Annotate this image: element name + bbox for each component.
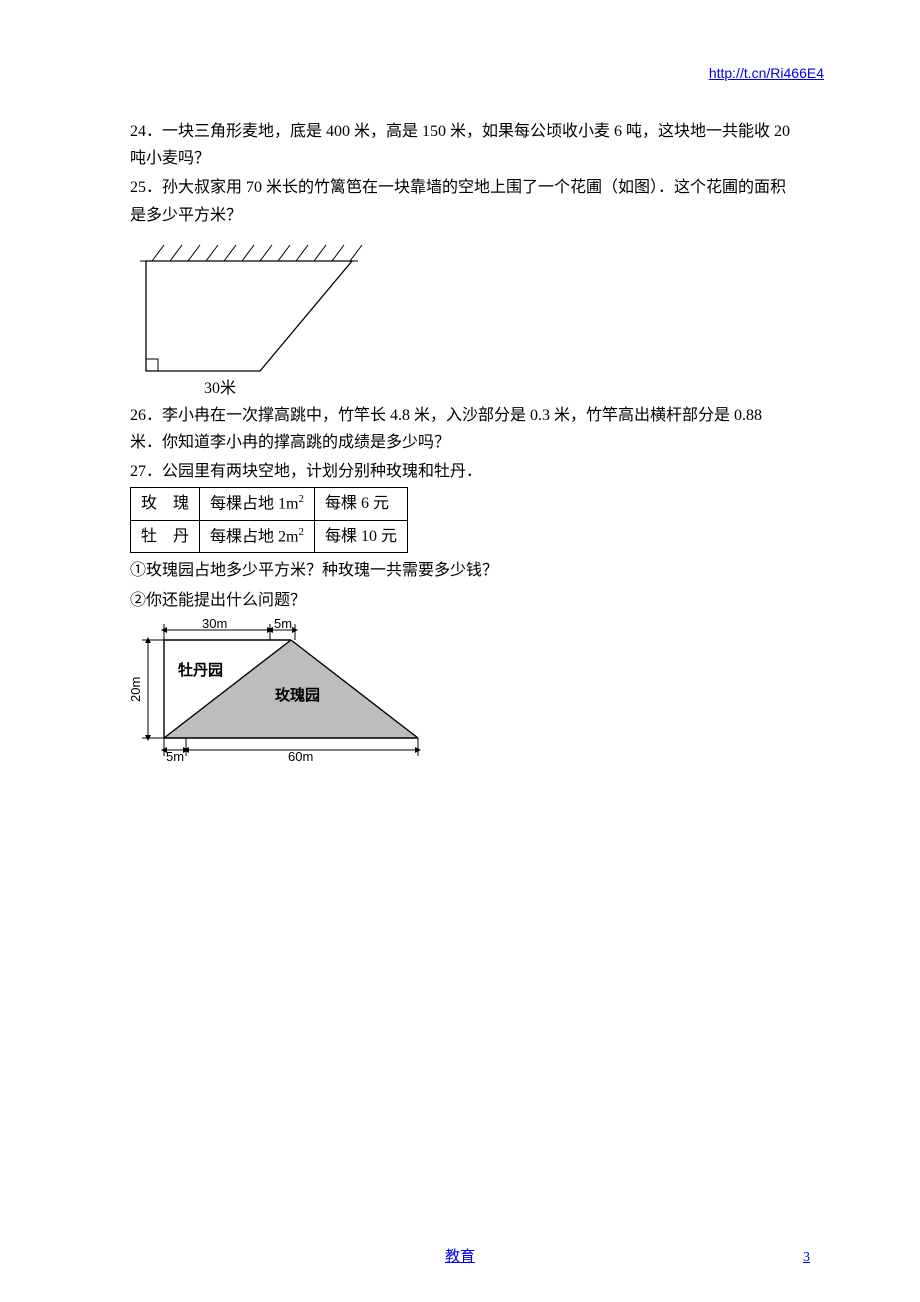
- cell-area: 每棵占地 2m2: [200, 520, 315, 553]
- cell-area: 每棵占地 1m2: [200, 488, 315, 521]
- svg-text:5m: 5m: [274, 618, 292, 631]
- svg-text:60m: 60m: [288, 749, 313, 763]
- question-27-sub2: ②你还能提出什么问题？: [130, 587, 790, 614]
- page-footer: 教育 3: [0, 1243, 920, 1271]
- svg-text:20m: 20m: [130, 676, 143, 701]
- cell-name: 玫 瑰: [131, 488, 200, 521]
- header-link[interactable]: http://t.cn/Ri466E4: [709, 62, 824, 86]
- svg-text:30m: 30m: [202, 618, 227, 631]
- question-27-intro: 27．公园里有两块空地，计划分别种玫瑰和牡丹．: [130, 458, 790, 485]
- table-row: 牡 丹 每棵占地 2m2 每棵 10 元: [131, 520, 408, 553]
- question-25: 25．孙大叔家用 70 米长的竹篱笆在一块靠墙的空地上围了一个花圃（如图）．这个…: [130, 174, 790, 228]
- footer-page-number[interactable]: 3: [803, 1246, 810, 1270]
- q27-figure: 30m 5m 20m 5m 60m 牡丹园 玫瑰园: [130, 618, 430, 763]
- q27-table: 玫 瑰 每棵占地 1m2 每棵 6 元 牡 丹 每棵占地 2m2 每棵 10 元: [130, 487, 408, 553]
- q25-bottom-label: 30米: [204, 379, 236, 397]
- question-27-sub1: ①玫瑰园占地多少平方米？种玫瑰一共需要多少钱？: [130, 557, 790, 584]
- footer-center-link[interactable]: 教育: [445, 1249, 475, 1265]
- q25-figure: 30米: [130, 233, 365, 398]
- table-row: 玫 瑰 每棵占地 1m2 每棵 6 元: [131, 488, 408, 521]
- cell-price: 每棵 6 元: [314, 488, 407, 521]
- page-content: 24．一块三角形麦地，底是 400 米，高是 150 米，如果每公顷收小麦 6 …: [130, 118, 790, 763]
- svg-text:玫瑰园: 玫瑰园: [275, 686, 320, 704]
- cell-price: 每棵 10 元: [314, 520, 407, 553]
- svg-text:牡丹园: 牡丹园: [178, 661, 223, 679]
- question-26: 26．李小冉在一次撑高跳中，竹竿长 4.8 米，入沙部分是 0.3 米，竹竿高出…: [130, 402, 790, 456]
- cell-name: 牡 丹: [131, 520, 200, 553]
- svg-text:5m: 5m: [166, 749, 184, 763]
- question-24: 24．一块三角形麦地，底是 400 米，高是 150 米，如果每公顷收小麦 6 …: [130, 118, 790, 172]
